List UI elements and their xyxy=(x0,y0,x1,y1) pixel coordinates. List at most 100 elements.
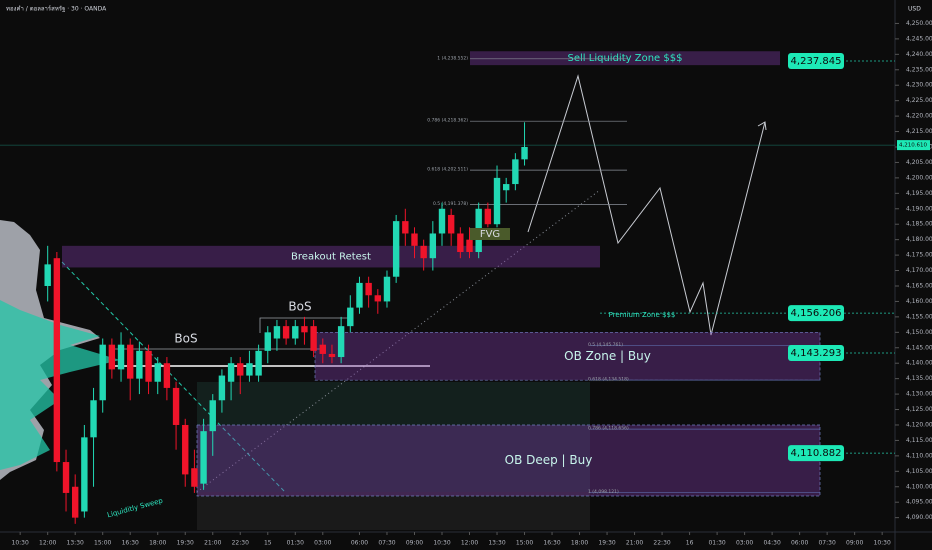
y-tick-label: 4,190.000 xyxy=(906,205,932,212)
y-tick-label: 4,155.000 xyxy=(906,313,932,320)
y-tick-label: 4,250.000 xyxy=(906,20,932,27)
candle-body xyxy=(438,208,446,234)
y-tick-label: 4,200.000 xyxy=(906,174,932,181)
x-tick-label: 03:00 xyxy=(736,540,753,547)
candle-body xyxy=(374,295,382,302)
price-tag xyxy=(788,445,844,462)
x-tick-label: 06:00 xyxy=(791,540,808,547)
currency: USD xyxy=(908,6,921,13)
projection-path xyxy=(527,74,766,336)
y-tick-label: 4,130.000 xyxy=(906,391,932,398)
annotation: BoS xyxy=(288,300,311,314)
symbol: ทองคำ / ดอลลาร์สหรัฐ · 30 · OANDA xyxy=(6,5,107,13)
y-tick-label: 4,195.000 xyxy=(906,190,932,197)
y-tick-label: 4,235.000 xyxy=(906,66,932,73)
x-tick-label: 22:30 xyxy=(232,540,249,547)
candle-body xyxy=(81,437,88,512)
y-tick-label: 4,220.000 xyxy=(906,113,932,120)
price-tag-label: 4,156.206 xyxy=(791,308,842,319)
candle-body xyxy=(493,177,501,225)
y-tick-label: 4,135.000 xyxy=(906,375,932,382)
x-tick-label: 07:30 xyxy=(378,540,395,547)
x-tick-label: 22:30 xyxy=(653,540,670,547)
candle-body xyxy=(310,326,317,351)
price-tag xyxy=(788,345,844,362)
x-tick-label: 15:00 xyxy=(516,540,533,547)
candle-body xyxy=(44,264,51,286)
candle-body xyxy=(512,159,519,185)
candle-body xyxy=(347,307,354,327)
zone xyxy=(470,51,780,66)
zone xyxy=(196,424,821,497)
x-tick-label: 10:30 xyxy=(12,540,29,547)
range-box-low xyxy=(197,492,590,530)
zone xyxy=(314,331,821,381)
fib-label: 0.5 (4,191.378) xyxy=(433,201,468,207)
candle-body xyxy=(154,363,161,382)
y-tick-label: 4,225.000 xyxy=(906,97,932,104)
candle-body xyxy=(328,353,336,358)
y-tick-label: 4,140.000 xyxy=(906,360,932,367)
candle-body xyxy=(255,350,262,376)
candle-body xyxy=(200,431,207,484)
y-tick-label: 4,095.000 xyxy=(906,499,932,506)
candle-body xyxy=(209,400,216,432)
candle-body xyxy=(237,363,244,376)
candle-body xyxy=(136,350,143,379)
y-tick-label: 4,160.000 xyxy=(906,298,932,305)
annotation: Premium Zone $$$ xyxy=(609,311,676,319)
fib-label: 0.5 (4,145.761) xyxy=(588,342,623,348)
x-tick-label: 10:30 xyxy=(433,540,450,547)
candle-body xyxy=(99,344,106,401)
zone xyxy=(62,245,600,268)
candle-body xyxy=(53,258,61,463)
candle-body xyxy=(172,387,180,425)
price-tag-label: 4,143.293 xyxy=(791,348,842,359)
y-tick-label: 4,150.000 xyxy=(906,329,932,336)
y-tick-label: 4,175.000 xyxy=(906,252,932,259)
y-tick-label: 4,205.000 xyxy=(906,159,932,166)
candle-body xyxy=(264,332,271,351)
y-tick-label: 4,145.000 xyxy=(906,344,932,351)
candle-body xyxy=(71,486,79,518)
fib-label: 0.618 (4,202.511) xyxy=(427,167,468,173)
x-tick-label: 09:00 xyxy=(406,540,423,547)
x-tick-label: 12:00 xyxy=(461,540,478,547)
zone-label: Breakout Retest xyxy=(291,252,371,263)
y-tick-label: 4,100.000 xyxy=(906,483,932,490)
fib-label: 1 (4,098.121) xyxy=(588,489,619,495)
x-tick-label: 09:00 xyxy=(846,540,863,547)
x-tick-label: 18:00 xyxy=(571,540,588,547)
fib-label: 1 (4,238.552) xyxy=(437,55,468,61)
y-tick-label: 4,120.000 xyxy=(906,421,932,428)
bos-line xyxy=(259,317,352,333)
price-tag-label: 4,237.845 xyxy=(791,56,842,67)
candle-body xyxy=(62,462,70,493)
x-tick-label: 01:30 xyxy=(708,540,725,547)
y-tick-label: 4,230.000 xyxy=(906,82,932,89)
candle-body xyxy=(292,326,299,339)
candle-body xyxy=(411,233,418,246)
candle-body xyxy=(117,344,125,370)
x-tick-label: 13:30 xyxy=(67,540,84,547)
volume-profile-accent xyxy=(0,300,120,470)
x-tick-label: 16:30 xyxy=(122,540,139,547)
fib-label: 0.786 (4,218.362) xyxy=(427,118,468,124)
y-tick-label: 4,180.000 xyxy=(906,236,932,243)
candle-body xyxy=(383,276,391,302)
candle-body xyxy=(484,208,492,225)
x-tick-label: 13:30 xyxy=(488,540,505,547)
x-tick-label: 01:30 xyxy=(287,540,304,547)
projection-arrow xyxy=(757,121,767,131)
x-tick-label: 21:00 xyxy=(204,540,221,547)
y-tick-label: 4,115.000 xyxy=(906,437,932,444)
x-tick-label: 21:00 xyxy=(626,540,643,547)
candle-body xyxy=(337,326,345,358)
y-tick-label: 4,240.000 xyxy=(906,51,932,58)
candle-body xyxy=(466,239,473,253)
candle-body xyxy=(521,146,528,160)
current-price-label: 4,210.610 xyxy=(899,143,927,149)
candle-body xyxy=(273,326,281,339)
